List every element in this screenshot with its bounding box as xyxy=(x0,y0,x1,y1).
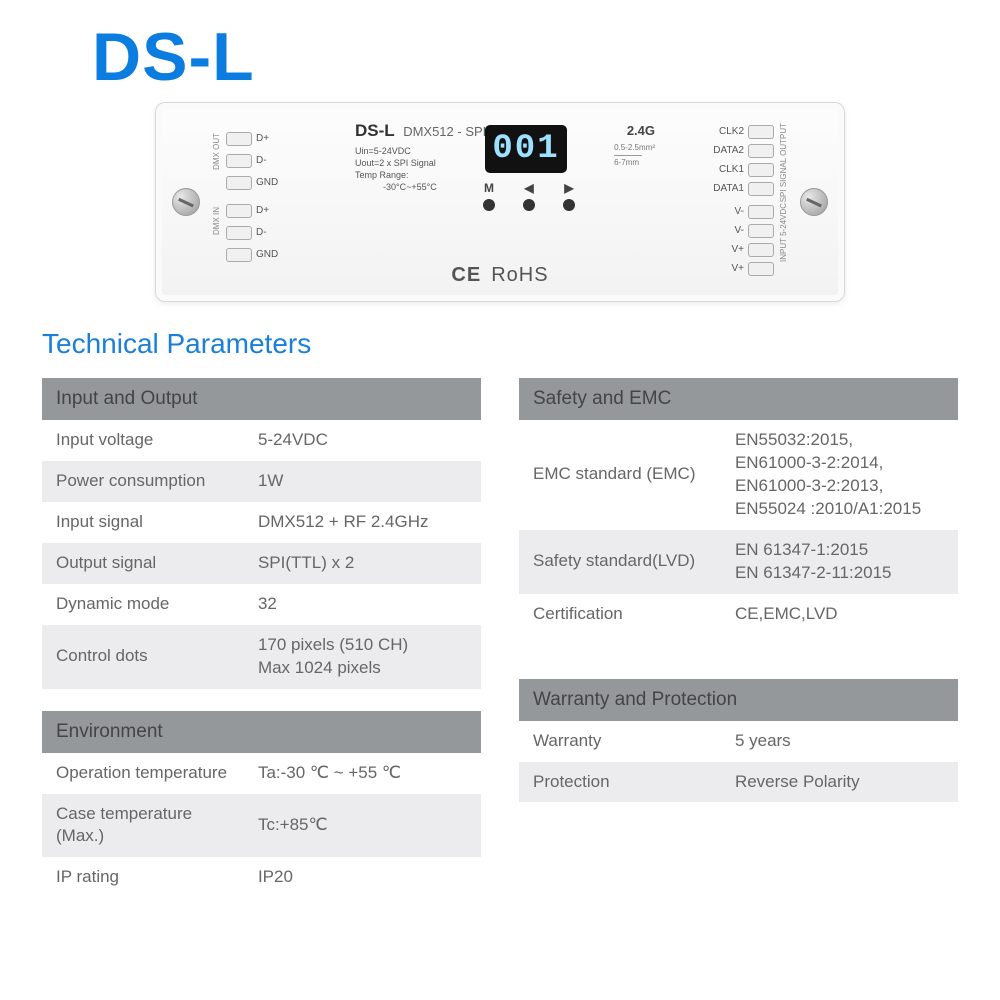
table-cell: 170 pixels (510 CH) Max 1024 pixels xyxy=(244,625,481,689)
table-row: Case temperature (Max.)Tc:+85℃ xyxy=(42,794,481,858)
port-label: GND xyxy=(256,177,278,188)
table-header: Warranty and Protection xyxy=(519,679,958,721)
table-row: Dynamic mode32 xyxy=(42,584,481,625)
table-cell: Warranty xyxy=(519,721,721,762)
table-cell: Dynamic mode xyxy=(42,584,244,625)
btn-m-label: M xyxy=(480,181,498,195)
wire-line: 0.5-2.5mm² xyxy=(614,143,655,153)
table-row: Input voltage5-24VDC xyxy=(42,420,481,461)
port-label: V- xyxy=(735,206,744,217)
port-label: DATA2 xyxy=(713,145,744,156)
table-cell: Control dots xyxy=(42,625,244,689)
table-cell: 32 xyxy=(244,584,481,625)
table-cell: Power consumption xyxy=(42,461,244,502)
table-cell: Input voltage xyxy=(42,420,244,461)
table-cell: Ta:-30 ℃ ~ +55 ℃ xyxy=(244,753,481,794)
device-display: 001 xyxy=(485,125,567,173)
page-title: DS-L xyxy=(0,0,1000,96)
table-cell: DMX512 + RF 2.4GHz xyxy=(244,502,481,543)
device-illustration: DMX OUT D+ D- GND DMX IN D+ D- GND SPI S… xyxy=(0,102,1000,302)
tables-container: Input and OutputInput voltage5-24VDCPowe… xyxy=(0,378,1000,898)
table-io: Input and OutputInput voltage5-24VDCPowe… xyxy=(42,378,481,689)
port-label: GND xyxy=(256,249,278,260)
device-center-panel: DS-L DMX512 - SPI Decoder Uin=5-24VDC Uo… xyxy=(355,121,645,194)
port-label: DATA1 xyxy=(713,183,744,194)
table-cell: Input signal xyxy=(42,502,244,543)
table-row: Control dots170 pixels (510 CH) Max 1024… xyxy=(42,625,481,689)
device-buttons: M ◀ ▶ xyxy=(480,181,578,211)
table-row: IP ratingIP20 xyxy=(42,857,481,898)
table-cell: Certification xyxy=(519,594,721,635)
device-model: DS-L xyxy=(355,121,395,140)
table-row: Safety standard(LVD)EN 61347-1:2015 EN 6… xyxy=(519,530,958,594)
btn-right-label: ▶ xyxy=(560,181,578,195)
table-row: EMC standard (EMC)EN55032:2015, EN61000-… xyxy=(519,420,958,530)
table-row: Operation temperatureTa:-30 ℃ ~ +55 ℃ xyxy=(42,753,481,794)
table-cell: 5 years xyxy=(721,721,958,762)
table-header: Environment xyxy=(42,711,481,753)
btn-left-label: ◀ xyxy=(520,181,538,195)
ce-mark: CE xyxy=(451,264,481,287)
wire-line: 6-7mm xyxy=(614,158,655,168)
table-cell: CE,EMC,LVD xyxy=(721,594,958,635)
screw-right-icon xyxy=(800,188,828,216)
button-left xyxy=(523,199,535,211)
table-row: CertificationCE,EMC,LVD xyxy=(519,594,958,635)
right-column: Safety and EMCEMC standard (EMC)EN55032:… xyxy=(519,378,958,802)
table-cell: IP20 xyxy=(244,857,481,898)
left-column: Input and OutputInput voltage5-24VDCPowe… xyxy=(42,378,481,898)
port-side-label: DMX IN xyxy=(212,207,221,235)
table-header: Safety and EMC xyxy=(519,378,958,420)
table-row: Power consumption1W xyxy=(42,461,481,502)
port-label: V+ xyxy=(731,263,744,274)
table-cell: SPI(TTL) x 2 xyxy=(244,543,481,584)
table-header: Input and Output xyxy=(42,378,481,420)
table-cell: Safety standard(LVD) xyxy=(519,530,721,594)
port-label: V- xyxy=(735,225,744,236)
freq-label: 2.4G xyxy=(627,123,655,138)
port-label: D+ xyxy=(256,205,269,216)
button-m xyxy=(483,199,495,211)
compliance-marks: CE RoHS xyxy=(451,264,548,287)
rohs-mark: RoHS xyxy=(491,264,548,287)
table-row: Warranty5 years xyxy=(519,721,958,762)
table-cell: Tc:+85℃ xyxy=(244,794,481,858)
left-port-block: DMX OUT D+ D- GND DMX IN D+ D- GND xyxy=(226,129,278,264)
button-right xyxy=(563,199,575,211)
table-cell: EN 61347-1:2015 EN 61347-2-11:2015 xyxy=(721,530,958,594)
screw-left-icon xyxy=(172,188,200,216)
port-label: V+ xyxy=(731,244,744,255)
section-title: Technical Parameters xyxy=(42,328,1000,360)
table-cell: EMC standard (EMC) xyxy=(519,420,721,530)
table-row: ProtectionReverse Polarity xyxy=(519,762,958,803)
port-side-label: DMX OUT xyxy=(212,133,221,170)
port-label: CLK2 xyxy=(719,126,744,137)
port-label: CLK1 xyxy=(719,164,744,175)
table-cell: 1W xyxy=(244,461,481,502)
table-cell: EN55032:2015, EN61000-3-2:2014, EN61000-… xyxy=(721,420,958,530)
port-side-label: SPI SIGNAL OUTPUT xyxy=(779,123,788,202)
wire-spec: 0.5-2.5mm² 6-7mm xyxy=(614,143,655,169)
table-row: Output signalSPI(TTL) x 2 xyxy=(42,543,481,584)
table-warranty: Warranty and ProtectionWarranty5 yearsPr… xyxy=(519,679,958,803)
table-cell: Output signal xyxy=(42,543,244,584)
table-row: Input signalDMX512 + RF 2.4GHz xyxy=(42,502,481,543)
table-safety: Safety and EMCEMC standard (EMC)EN55032:… xyxy=(519,378,958,635)
port-label: D- xyxy=(256,155,267,166)
table-cell: 5-24VDC xyxy=(244,420,481,461)
port-label: D+ xyxy=(256,133,269,144)
table-env: EnvironmentOperation temperatureTa:-30 ℃… xyxy=(42,711,481,899)
port-label: D- xyxy=(256,227,267,238)
port-side-label: INPUT 5-24VDC xyxy=(779,203,788,262)
table-cell: Protection xyxy=(519,762,721,803)
table-cell: IP rating xyxy=(42,857,244,898)
table-cell: Reverse Polarity xyxy=(721,762,958,803)
table-cell: Case temperature (Max.) xyxy=(42,794,244,858)
right-port-block: SPI SIGNAL OUTPUT CLK2 DATA2 CLK1 DATA1 … xyxy=(713,123,774,277)
table-cell: Operation temperature xyxy=(42,753,244,794)
